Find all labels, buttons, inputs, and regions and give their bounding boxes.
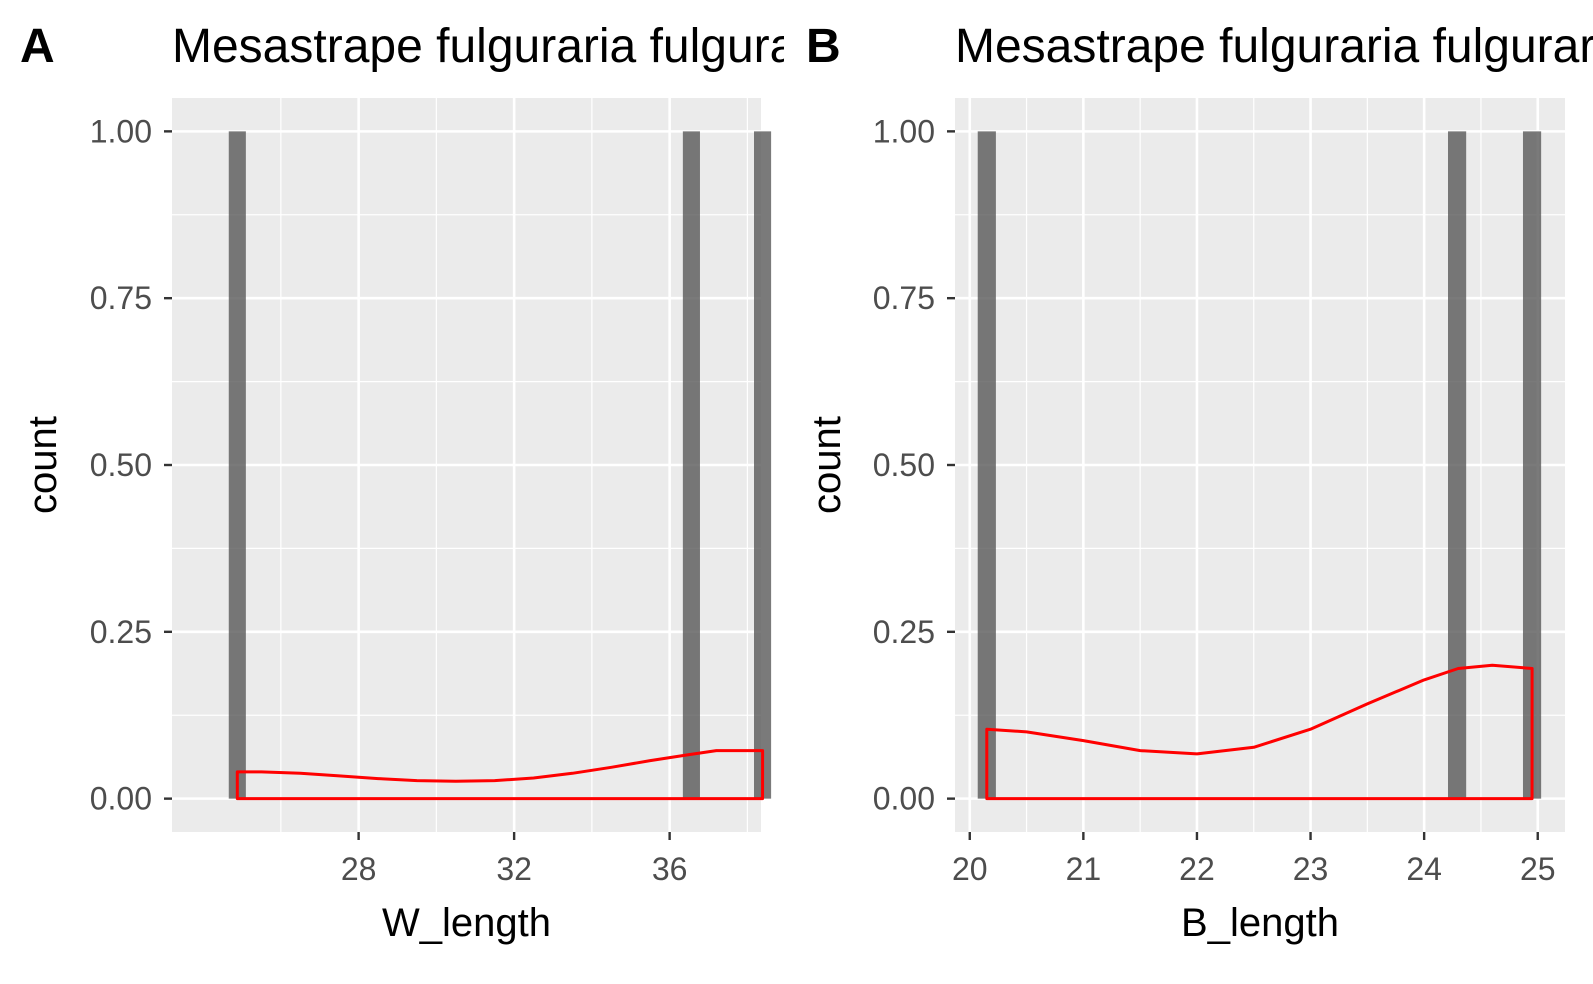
x-tick-label: 32: [496, 851, 532, 887]
panel-a-density-curve: [235, 749, 765, 801]
histogram-bar: [1447, 131, 1467, 799]
panel-b-density-curve: [985, 663, 1534, 801]
x-tick-label: 24: [1406, 851, 1442, 887]
panel-a-y-axis: 0.00 0.25 0.50 0.75 1.00: [90, 113, 172, 817]
y-tick-label: 0.75: [90, 280, 152, 316]
panel-b-x-axis-title: B_length: [1181, 901, 1339, 945]
panel-a-chart: A Mesastrape fulguraria fulguraria 0.000…: [20, 20, 784, 945]
x-tick-label: 20: [952, 851, 988, 887]
histogram-bar: [1522, 131, 1542, 799]
panel-a-title: Mesastrape fulguraria fulguraria: [172, 20, 784, 73]
histogram-bar: [682, 131, 700, 799]
x-tick-label: 28: [341, 851, 377, 887]
x-tick-label: 22: [1179, 851, 1215, 887]
histogram-bar: [754, 131, 772, 799]
panel-a-tag: A: [20, 20, 55, 73]
panel-b-title: Mesastrape fulguraria fulguraria: [955, 20, 1593, 73]
panel-a-y-axis-title: count: [21, 416, 65, 514]
y-tick-label: 0.00: [873, 781, 935, 817]
panel-a-x-axis-title: W_length: [382, 901, 551, 945]
panel-b-x-axis: 20 21 22 23 24 25: [952, 832, 1556, 887]
panel-b-bars: [977, 131, 1542, 799]
panel-a-bars: [228, 131, 772, 799]
y-tick-label: 1.00: [873, 113, 935, 149]
y-tick-label: 0.00: [90, 781, 152, 817]
x-tick-label: 25: [1520, 851, 1556, 887]
y-tick-label: 0.25: [873, 614, 935, 650]
x-tick-label: 21: [1066, 851, 1102, 887]
panel-a: A Mesastrape fulguraria fulguraria 0.00 0…: [0, 0, 784, 984]
panel-b-y-axis-title: count: [805, 416, 849, 514]
x-tick-label: 23: [1293, 851, 1329, 887]
panel-b: B Mesastrape fulguraria fulguraria 0.00 0…: [784, 0, 1593, 984]
panel-a-x-axis: 28 32 36: [341, 832, 688, 887]
histogram-bar: [977, 131, 996, 799]
histogram-bar: [228, 131, 246, 799]
y-tick-label: 0.75: [873, 280, 935, 316]
panel-b-tag: B: [806, 20, 841, 73]
y-tick-label: 0.50: [873, 447, 935, 483]
y-tick-label: 1.00: [90, 113, 152, 149]
y-tick-label: 0.25: [90, 614, 152, 650]
x-tick-label: 36: [652, 851, 688, 887]
panel-b-y-axis: 0.00 0.25 0.50 0.75 1.00: [873, 113, 955, 817]
panel-a-major-grid: [172, 98, 761, 832]
panel-b-chart: B Mesastrape fulguraria fulguraria 0.000…: [805, 20, 1593, 945]
y-tick-label: 0.50: [90, 447, 152, 483]
